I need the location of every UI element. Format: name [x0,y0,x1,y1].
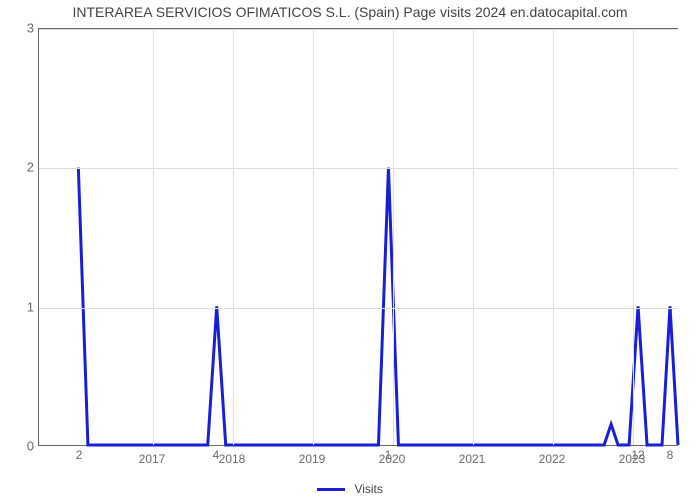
gridline-vertical [633,29,634,445]
value-label: 8 [667,448,674,462]
gridline-vertical [553,29,554,445]
value-label: 12 [631,448,644,462]
gridline-horizontal [39,29,678,30]
gridline-vertical [393,29,394,445]
gridline-vertical [233,29,234,445]
x-tick-label: 2022 [539,452,566,466]
chart-title: INTERAREA SERVICIOS OFIMATICOS S.L. (Spa… [0,4,700,20]
gridline-vertical [473,29,474,445]
x-tick-label: 2021 [459,452,486,466]
gridline-horizontal [39,308,678,309]
value-label: 2 [76,448,83,462]
y-tick-label: 1 [0,299,34,314]
legend-label: Visits [354,482,382,496]
gridline-vertical [313,29,314,445]
visits-chart: INTERAREA SERVICIOS OFIMATICOS S.L. (Spa… [0,0,700,500]
value-label: 1 [385,448,392,462]
gridline-horizontal [39,168,678,169]
y-tick-label: 0 [0,439,34,454]
legend: Visits [0,482,700,496]
visits-line [39,29,678,445]
x-tick-label: 2018 [219,452,246,466]
value-label: 4 [213,448,220,462]
legend-swatch [317,488,345,491]
x-tick-label: 2019 [299,452,326,466]
y-tick-label: 2 [0,160,34,175]
x-tick-label: 2017 [139,452,166,466]
gridline-vertical [153,29,154,445]
x-tick-label: 2020 [379,452,406,466]
plot-area [38,28,678,446]
y-tick-label: 3 [0,21,34,36]
